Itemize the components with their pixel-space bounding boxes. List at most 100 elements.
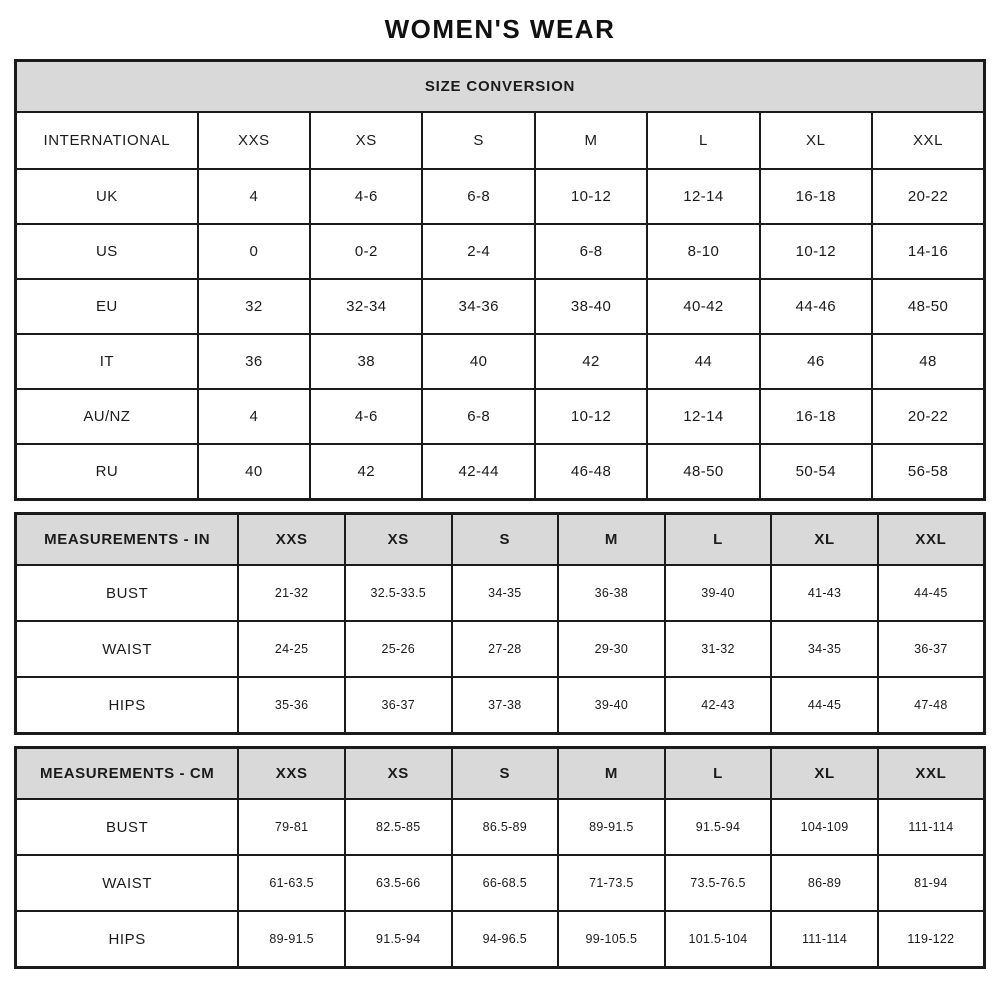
cell: 46 xyxy=(758,333,874,390)
cell: 25-26 xyxy=(343,620,453,678)
cell: 39-40 xyxy=(557,676,666,735)
column-header-l: L xyxy=(663,512,773,566)
cell: 47-48 xyxy=(876,676,986,735)
column-header-row: INTERNATIONAL XXS XS S M L XL XXL xyxy=(14,111,986,170)
column-header-xl: XL xyxy=(758,111,874,170)
cell: 40-42 xyxy=(646,278,761,335)
cell: 36-37 xyxy=(876,620,986,678)
cell: 38 xyxy=(309,333,424,390)
cell: 0-2 xyxy=(309,223,424,280)
cell: 82.5-85 xyxy=(343,798,453,856)
table-row-aunz: AU/NZ 4 4-6 6-8 10-12 12-14 16-18 20-22 xyxy=(14,388,986,445)
cell: 46-48 xyxy=(533,443,649,501)
table-row-bust-cm: BUST 79-81 82.5-85 86.5-89 89-91.5 91.5-… xyxy=(14,798,986,856)
column-header-xs: XS xyxy=(343,746,453,800)
cell: 99-105.5 xyxy=(557,910,666,969)
cell: 24-25 xyxy=(237,620,346,678)
table-row-hips-in: HIPS 35-36 36-37 37-38 39-40 42-43 44-45… xyxy=(14,676,986,735)
cell: 2-4 xyxy=(421,223,536,280)
cell: 8-10 xyxy=(646,223,761,280)
column-header-xl: XL xyxy=(770,746,879,800)
cell: 91.5-94 xyxy=(343,910,453,969)
column-header-m: M xyxy=(557,512,666,566)
cell: 29-30 xyxy=(557,620,666,678)
corner-header-measurements-cm: MEASUREMENTS - CM xyxy=(14,746,240,800)
cell: 94-96.5 xyxy=(450,910,560,969)
table-row-hips-cm: HIPS 89-91.5 91.5-94 94-96.5 99-105.5 10… xyxy=(14,910,986,969)
cell: 32-34 xyxy=(309,278,424,335)
table-row-us: US 0 0-2 2-4 6-8 8-10 10-12 14-16 xyxy=(14,223,986,280)
column-header-s: S xyxy=(450,746,560,800)
row-label: WAIST xyxy=(14,620,240,678)
column-header-l: L xyxy=(663,746,773,800)
column-header-m: M xyxy=(533,111,649,170)
cell: 34-35 xyxy=(770,620,879,678)
table-row-bust-in: BUST 21-32 32.5-33.5 34-35 36-38 39-40 4… xyxy=(14,564,986,622)
row-label: RU xyxy=(14,443,199,501)
column-header-xl: XL xyxy=(770,512,879,566)
corner-header-international: INTERNATIONAL xyxy=(14,111,199,170)
row-label: HIPS xyxy=(14,676,240,735)
table-row-ru: RU 40 42 42-44 46-48 48-50 50-54 56-58 xyxy=(14,443,986,501)
cell: 41-43 xyxy=(770,564,879,622)
column-header-xxs: XXS xyxy=(196,111,312,170)
row-label: AU/NZ xyxy=(14,388,199,445)
cell: 101.5-104 xyxy=(663,910,773,969)
cell: 38-40 xyxy=(533,278,649,335)
cell: 21-32 xyxy=(237,564,346,622)
cell: 36-37 xyxy=(343,676,453,735)
cell: 10-12 xyxy=(758,223,874,280)
cell: 104-109 xyxy=(770,798,879,856)
cell: 10-12 xyxy=(533,168,649,225)
row-label: WAIST xyxy=(14,854,240,912)
cell: 44 xyxy=(646,333,761,390)
column-header-row: MEASUREMENTS - IN XXS XS S M L XL XXL xyxy=(14,512,986,566)
table-banner-row: SIZE CONVERSION xyxy=(14,59,986,113)
cell: 56-58 xyxy=(871,443,986,501)
table-row-waist-cm: WAIST 61-63.5 63.5-66 66-68.5 71-73.5 73… xyxy=(14,854,986,912)
cell: 4-6 xyxy=(309,168,424,225)
column-header-xxl: XXL xyxy=(876,746,986,800)
cell: 31-32 xyxy=(663,620,773,678)
cell: 27-28 xyxy=(450,620,560,678)
column-header-xxs: XXS xyxy=(237,746,346,800)
cell: 37-38 xyxy=(450,676,560,735)
cell: 6-8 xyxy=(421,388,536,445)
cell: 32 xyxy=(196,278,312,335)
cell: 81-94 xyxy=(876,854,986,912)
column-header-xxl: XXL xyxy=(876,512,986,566)
cell: 111-114 xyxy=(770,910,879,969)
cell: 12-14 xyxy=(646,388,761,445)
cell: 48-50 xyxy=(646,443,761,501)
column-header-xxl: XXL xyxy=(871,111,986,170)
column-header-xxs: XXS xyxy=(237,512,346,566)
cell: 40 xyxy=(421,333,536,390)
cell: 42-43 xyxy=(663,676,773,735)
cell: 6-8 xyxy=(421,168,536,225)
cell: 63.5-66 xyxy=(343,854,453,912)
table-row-uk: UK 4 4-6 6-8 10-12 12-14 16-18 20-22 xyxy=(14,168,986,225)
corner-header-measurements-in: MEASUREMENTS - IN xyxy=(14,512,240,566)
cell: 42-44 xyxy=(421,443,536,501)
measurements-in-table: MEASUREMENTS - IN XXS XS S M L XL XXL BU… xyxy=(14,512,986,735)
column-header-row: MEASUREMENTS - CM XXS XS S M L XL XXL xyxy=(14,746,986,800)
cell: 4-6 xyxy=(309,388,424,445)
cell: 71-73.5 xyxy=(557,854,666,912)
cell: 0 xyxy=(196,223,312,280)
cell: 42 xyxy=(309,443,424,501)
size-conversion-title: SIZE CONVERSION xyxy=(14,59,986,113)
table-row-it: IT 36 38 40 42 44 46 48 xyxy=(14,333,986,390)
cell: 34-36 xyxy=(421,278,536,335)
cell: 20-22 xyxy=(871,168,986,225)
cell: 20-22 xyxy=(871,388,986,445)
cell: 91.5-94 xyxy=(663,798,773,856)
cell: 10-12 xyxy=(533,388,649,445)
row-label: IT xyxy=(14,333,199,390)
cell: 42 xyxy=(533,333,649,390)
cell: 39-40 xyxy=(663,564,773,622)
measurements-cm-table: MEASUREMENTS - CM XXS XS S M L XL XXL BU… xyxy=(14,746,986,969)
cell: 4 xyxy=(196,168,312,225)
cell: 44-45 xyxy=(770,676,879,735)
cell: 48-50 xyxy=(871,278,986,335)
